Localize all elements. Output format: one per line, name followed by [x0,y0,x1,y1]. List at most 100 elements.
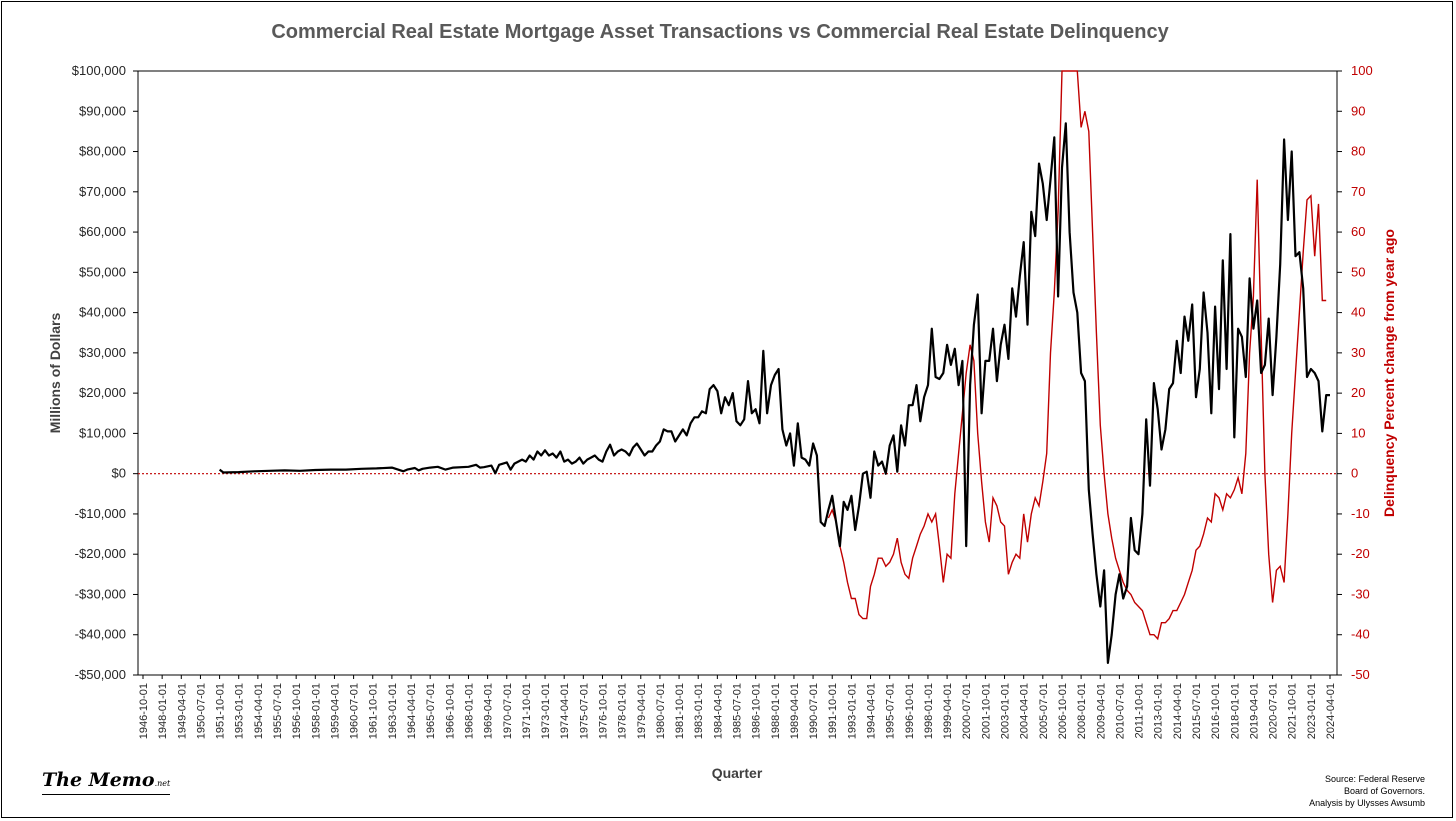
right-tick-label: 90 [1351,103,1365,118]
right-tick-label: -50 [1351,667,1370,682]
x-tick-label: 2015-07-01 [1191,683,1203,739]
right-tick-label: 50 [1351,264,1365,279]
right-tick-label: 0 [1351,466,1358,481]
x-tick-label: 2013-01-01 [1153,683,1165,739]
right-tick-label: -10 [1351,506,1370,521]
right-tick-label: 60 [1351,224,1365,239]
x-tick-label: 1996-10-01 [904,683,916,739]
x-tick-label: 1993-01-01 [846,683,858,739]
x-axis-ticks: 1946-10-01 1948-01-01 1949-04-01 1950-07-01… [138,675,1337,739]
left-axis-ticks: -$50,000 -$40,000 -$30,000 -$20,000 -$10,000… [72,63,138,682]
left-tick-label: -$40,000 [75,627,126,642]
x-tick-label: 1975-07-01 [578,683,590,739]
x-tick-label: 1961-10-01 [368,683,380,739]
x-tick-label: 1991-10-01 [827,683,839,739]
left-tick-label: $50,000 [79,264,126,279]
x-tick-label: 2000-07-01 [961,683,973,739]
x-tick-label: 1963-01-01 [387,683,399,739]
x-tick-label: 1984-04-01 [712,683,724,739]
x-tick-label: 1973-01-01 [540,683,552,739]
right-tick-label: -30 [1351,586,1370,601]
x-tick-label: 2009-04-01 [1095,683,1107,739]
x-tick-label: 1950-07-01 [195,683,207,739]
x-tick-label: 1949-04-01 [176,683,188,739]
x-tick-label: 2014-04-01 [1172,683,1184,739]
plot-area [137,70,1338,676]
x-tick-label: 2001-10-01 [980,683,992,739]
x-tick-label: 1988-01-01 [770,683,782,739]
x-tick-label: 2016-10-01 [1210,683,1222,739]
x-tick-label: 2003-01-01 [1000,683,1012,739]
x-tick-label: 1970-07-01 [502,683,514,739]
x-tick-label: 1960-07-01 [349,683,361,739]
source-note: Source: Federal Reserve Board of Governo… [1309,773,1425,809]
x-tick-label: 1989-04-01 [789,683,801,739]
x-tick-label: 1965-07-01 [425,683,437,739]
x-tick-label: 1980-07-01 [655,683,667,739]
x-tick-label: 1995-07-01 [885,683,897,739]
x-tick-label: 2006-10-01 [1057,683,1069,739]
right-tick-label: 70 [1351,184,1365,199]
source-line-1: Source: Federal Reserve [1324,774,1425,784]
left-tick-label: $40,000 [79,305,126,320]
x-tick-label: 1956-10-01 [291,683,303,739]
right-tick-label: 20 [1351,385,1365,400]
series-line-transactions [218,122,1330,664]
left-tick-label: -$20,000 [75,546,126,561]
x-tick-label: 2008-01-01 [1076,683,1088,739]
right-axis-ticks: -50 -40 -30 -20 -10 0 10 20 30 40 50 60 70 80 90 100 [1337,63,1373,682]
brand-logo: The Memo.net [42,770,171,795]
series-line-delinquency [827,70,1327,641]
x-tick-label: 1946-10-01 [138,683,150,739]
left-tick-label: $20,000 [79,385,126,400]
left-tick-label: $30,000 [79,345,126,360]
x-tick-label: 1994-04-01 [866,683,878,739]
x-tick-label: 1955-07-01 [272,683,284,739]
right-tick-label: 40 [1351,305,1365,320]
x-tick-label: 1964-04-01 [406,683,418,739]
left-tick-label: -$50,000 [75,667,126,682]
x-tick-label: 1999-04-01 [942,683,954,739]
x-tick-label: 1976-10-01 [597,683,609,739]
x-tick-label: 1978-01-01 [617,683,629,739]
chart-title: Commercial Real Estate Mortgage Asset Tr… [271,21,1169,43]
x-tick-label: 2024-04-01 [1325,683,1337,739]
x-tick-label: 2023-01-01 [1306,683,1318,739]
x-tick-label: 1959-04-01 [329,683,341,739]
x-tick-label: 1985-07-01 [732,683,744,739]
x-tick-label: 2019-04-01 [1248,683,1260,739]
x-tick-label: 2005-07-01 [1038,683,1050,739]
x-axis-title: Quarter [712,765,763,781]
x-tick-label: 2004-04-01 [1019,683,1031,739]
x-tick-label: 1953-01-01 [234,683,246,739]
x-tick-label: 1969-04-01 [483,683,495,739]
x-tick-label: 2018-01-01 [1229,683,1241,739]
source-line-3: Analysis by Ulysses Awsumb [1309,798,1425,808]
x-tick-label: 1958-01-01 [310,683,322,739]
right-tick-label: 80 [1351,144,1365,159]
x-tick-label: 1983-01-01 [693,683,705,739]
x-tick-label: 1954-04-01 [253,683,265,739]
x-tick-label: 1966-10-01 [444,683,456,739]
right-tick-label: -20 [1351,546,1370,561]
x-tick-label: 1948-01-01 [157,683,169,739]
right-tick-label: -40 [1351,627,1370,642]
source-line-2: Board of Governors. [1343,786,1425,796]
x-tick-label: 1951-10-01 [215,683,227,739]
x-tick-label: 1998-01-01 [923,683,935,739]
right-tick-label: 30 [1351,345,1365,360]
x-tick-label: 1968-01-01 [463,683,475,739]
x-tick-label: 2021-10-01 [1287,683,1299,739]
x-tick-label: 1971-10-01 [521,683,533,739]
left-tick-label: $70,000 [79,184,126,199]
left-tick-label: $10,000 [79,425,126,440]
right-tick-label: 10 [1351,425,1365,440]
x-tick-label: 1986-10-01 [751,683,763,739]
left-tick-label: $0 [112,466,126,481]
x-tick-label: 1981-10-01 [674,683,686,739]
x-tick-label: 1990-07-01 [808,683,820,739]
brand-suffix: .net [154,779,171,788]
x-tick-label: 2011-10-01 [1134,683,1146,738]
